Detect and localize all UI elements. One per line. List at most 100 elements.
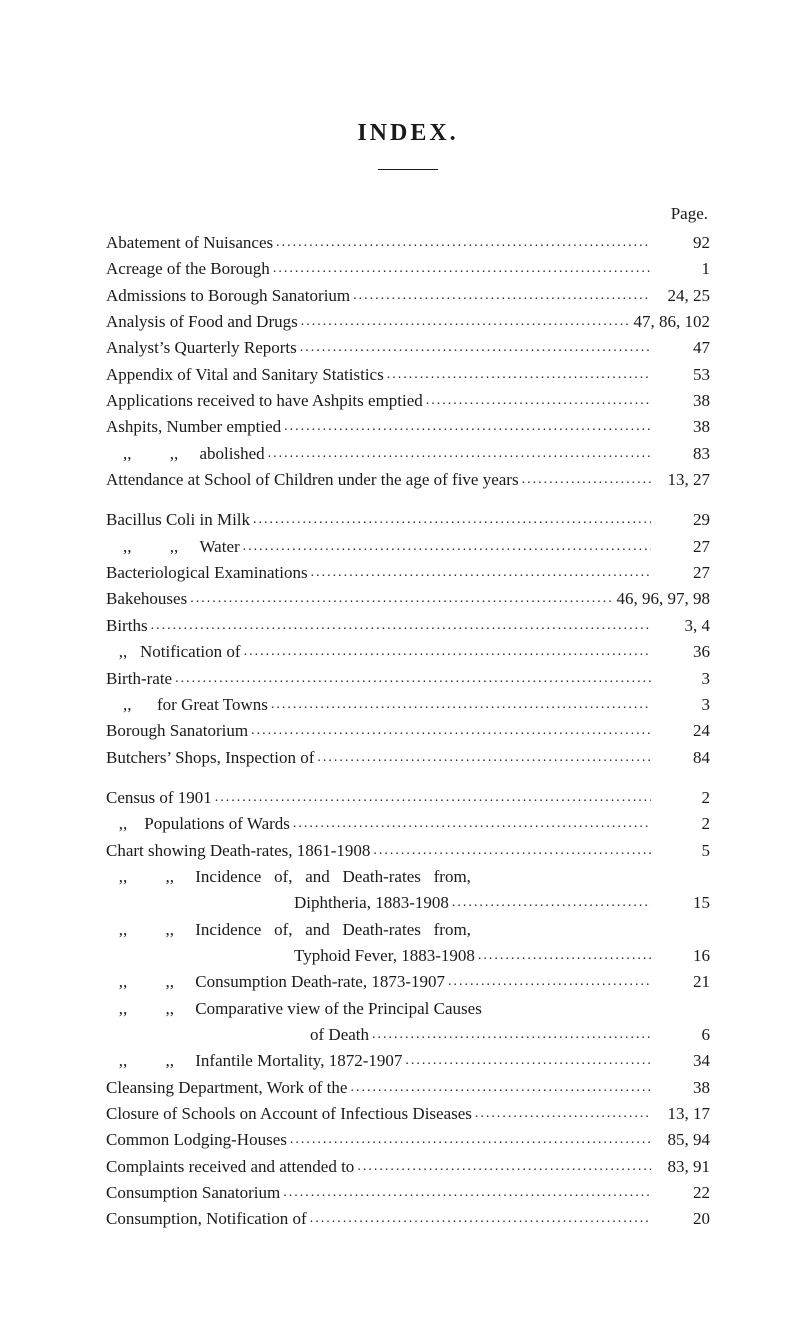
index-entry: ,, ,, Water27 — [106, 534, 710, 560]
dot-leader — [273, 254, 651, 280]
index-entry-label: Acreage of the Borough — [106, 256, 270, 282]
index-entry: ,, ,, Incidence of, and Death-rates from… — [106, 917, 710, 943]
index-entry-label: Diphtheria, 1883-1908 — [294, 890, 449, 916]
index-entry: Cleansing Department, Work of the 38 — [106, 1075, 710, 1101]
index-entry-label: Abatement of Nuisances — [106, 230, 273, 256]
index-entry: Complaints received and attended to83, 9… — [106, 1154, 710, 1180]
index-entry-page: 38 — [654, 414, 710, 440]
index-entry-page: 38 — [654, 1075, 710, 1101]
index-entry-label: Bacteriological Examinations — [106, 560, 308, 586]
dot-leader — [317, 743, 651, 769]
index-entry-page: 1 — [654, 256, 710, 282]
dot-leader — [268, 439, 651, 465]
index-entry-page: 36 — [654, 639, 710, 665]
index-entry-page: 85, 94 — [654, 1127, 710, 1153]
index-entry-label: Consumption Sanatorium — [106, 1180, 280, 1206]
index-entry: ,, for Great Towns 3 — [106, 692, 710, 718]
dot-leader — [300, 333, 651, 359]
index-entry: ,, ,, abolished83 — [106, 441, 710, 467]
index-entry-label: Butchers’ Shops, Inspection of — [106, 745, 314, 771]
dot-leader — [301, 307, 631, 333]
index-entry-label: Analyst’s Quarterly Reports — [106, 335, 297, 361]
dot-leader — [372, 1020, 651, 1046]
dot-leader — [251, 716, 651, 742]
dot-leader — [283, 1178, 651, 1204]
index-entry-page: 84 — [654, 745, 710, 771]
dot-leader — [475, 1099, 651, 1125]
dot-leader — [244, 637, 651, 663]
page-column-header: Page. — [106, 204, 710, 224]
index-entry-page: 24, 25 — [654, 283, 710, 309]
dot-leader — [373, 836, 651, 862]
index-entry-page: 38 — [654, 388, 710, 414]
index-entry-page: 3 — [654, 692, 710, 718]
dot-leader — [151, 611, 651, 637]
index-entry-page: 83 — [654, 441, 710, 467]
index-entry: Borough Sanatorium24 — [106, 718, 710, 744]
index-entry: Abatement of Nuisances 92 — [106, 230, 710, 256]
index-entry-label: Appendix of Vital and Sanitary Statistic… — [106, 362, 384, 388]
index-entry: Birth-rate 3 — [106, 666, 710, 692]
dot-leader — [311, 558, 651, 584]
index-entry: Applications received to have Ashpits em… — [106, 388, 710, 414]
index-entry: Common Lodging-Houses85, 94 — [106, 1127, 710, 1153]
index-entry-label: Census of 1901 — [106, 785, 212, 811]
index-entry: Attendance at School of Children under t… — [106, 467, 710, 493]
index-entry-page: 47, 86, 102 — [634, 309, 711, 335]
dot-leader — [350, 1073, 651, 1099]
index-entry: ,, ,, Incidence of, and Death-rates from… — [106, 864, 710, 890]
index-entry-page: 27 — [654, 534, 710, 560]
index-entry-label: Typhoid Fever, 1883-1908 — [294, 943, 475, 969]
page-title: INDEX. — [106, 120, 710, 147]
index-entry-page: 29 — [654, 507, 710, 533]
title-rule — [378, 169, 438, 170]
index-entry-label: Cleansing Department, Work of the — [106, 1075, 347, 1101]
index-entry: Ashpits, Number emptied38 — [106, 414, 710, 440]
index-entry-continuation: Diphtheria, 1883-190815 — [106, 890, 710, 916]
index-entry-page: 21 — [654, 969, 710, 995]
index-page: INDEX. Page. Abatement of Nuisances92Acr… — [0, 0, 800, 1341]
index-entry-label: ,, ,, Consumption Death-rate, 1873-1907 — [106, 969, 445, 995]
index-entry-label: Bakehouses — [106, 586, 187, 612]
index-entry-page: 16 — [654, 943, 710, 969]
index-entry: Closure of Schools on Account of Infecti… — [106, 1101, 710, 1127]
index-entry-label: ,, ,, Incidence of, and Death-rates from… — [106, 920, 471, 939]
index-entry-label: of Death — [310, 1022, 369, 1048]
index-entry-label: Applications received to have Ashpits em… — [106, 388, 423, 414]
index-entry-page: 47 — [654, 335, 710, 361]
index-entry-page: 27 — [654, 560, 710, 586]
index-entry: ,, ,, Consumption Death-rate, 1873-1907 2… — [106, 969, 710, 995]
dot-leader — [190, 584, 613, 610]
dot-leader — [276, 228, 651, 254]
dot-leader — [271, 690, 651, 716]
index-entry-label: ,, Populations of Wards — [106, 811, 290, 837]
dot-leader — [215, 783, 651, 809]
index-entry: ,, ,, Comparative view of the Principal … — [106, 996, 710, 1022]
index-entry-label: Birth-rate — [106, 666, 172, 692]
index-entry: Bacillus Coli in Milk29 — [106, 507, 710, 533]
index-entry-page: 13, 17 — [654, 1101, 710, 1127]
index-entry-page: 20 — [654, 1206, 710, 1232]
index-entry: ,, ,, Infantile Mortality, 1872-190734 — [106, 1048, 710, 1074]
dot-leader — [452, 888, 651, 914]
dot-leader — [405, 1046, 651, 1072]
index-entry-continuation: Typhoid Fever, 1883-1908 16 — [106, 943, 710, 969]
index-entry-page: 3 — [654, 666, 710, 692]
index-entry: Bacteriological Examinations 27 — [106, 560, 710, 586]
index-entry: Acreage of the Borough 1 — [106, 256, 710, 282]
dot-leader — [522, 465, 651, 491]
dot-leader — [353, 281, 651, 307]
dot-leader — [478, 941, 651, 967]
index-entry-label: Chart showing Death-rates, 1861-1908 — [106, 838, 370, 864]
index-entry: ,, Notification of36 — [106, 639, 710, 665]
index-entry-page: 22 — [654, 1180, 710, 1206]
index-entry-label: ,, for Great Towns — [106, 692, 268, 718]
index-entry-label: Complaints received and attended to — [106, 1154, 354, 1180]
index-entry: Analysis of Food and Drugs47, 86, 102 — [106, 309, 710, 335]
index-entry-label: Births — [106, 613, 148, 639]
index-entry: Consumption Sanatorium 22 — [106, 1180, 710, 1206]
index-entry-page: 92 — [654, 230, 710, 256]
index-entry-label: Borough Sanatorium — [106, 718, 248, 744]
index-entry-page: 46, 96, 97, 98 — [617, 586, 711, 612]
index-entry-page: 53 — [654, 362, 710, 388]
